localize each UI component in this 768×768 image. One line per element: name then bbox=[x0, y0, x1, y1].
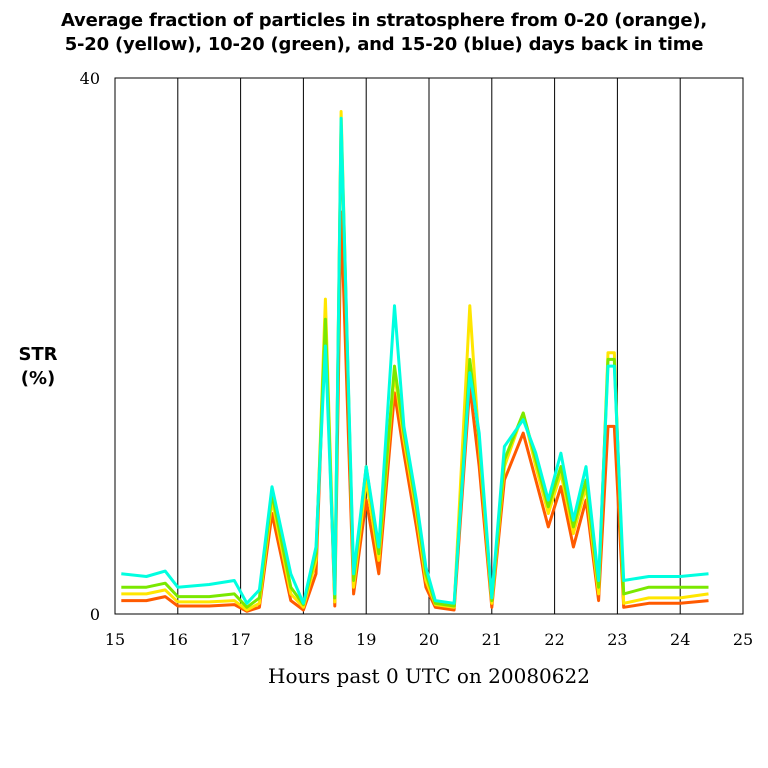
x-tick-label: 20 bbox=[419, 630, 439, 649]
y-tick-labels: 0 40 bbox=[80, 69, 100, 624]
x-tick-label: 15 bbox=[105, 630, 125, 649]
x-tick-label: 17 bbox=[230, 630, 250, 649]
y-tick-label: 40 bbox=[80, 69, 100, 88]
x-tick-label: 18 bbox=[293, 630, 313, 649]
chart-title-line2: 5-20 (yellow), 10-20 (green), and 15-20 … bbox=[64, 34, 704, 55]
x-tick-label: 24 bbox=[670, 630, 690, 649]
x-tick-label: 25 bbox=[733, 630, 753, 649]
x-tick-labels: 15 16 17 18 19 20 21 22 23 24 25 bbox=[105, 630, 753, 649]
chart-title-line1: Average fraction of particles in stratos… bbox=[60, 10, 708, 31]
gridlines bbox=[177, 78, 681, 614]
y-axis-label-line1: STR bbox=[18, 344, 58, 365]
x-tick-label: 23 bbox=[607, 630, 627, 649]
x-tick-label: 21 bbox=[482, 630, 502, 649]
series-group bbox=[121, 110, 709, 613]
x-tick-label: 19 bbox=[356, 630, 376, 649]
y-tick-label: 0 bbox=[90, 605, 100, 624]
series-line-15-20 bbox=[121, 116, 709, 605]
x-axis-label: Hours past 0 UTC on 20080622 bbox=[268, 664, 590, 688]
x-tick-label: 22 bbox=[544, 630, 564, 649]
x-tick-label: 16 bbox=[168, 630, 188, 649]
y-axis-label-line2: (%) bbox=[20, 368, 56, 389]
plot-frame bbox=[114, 77, 744, 615]
